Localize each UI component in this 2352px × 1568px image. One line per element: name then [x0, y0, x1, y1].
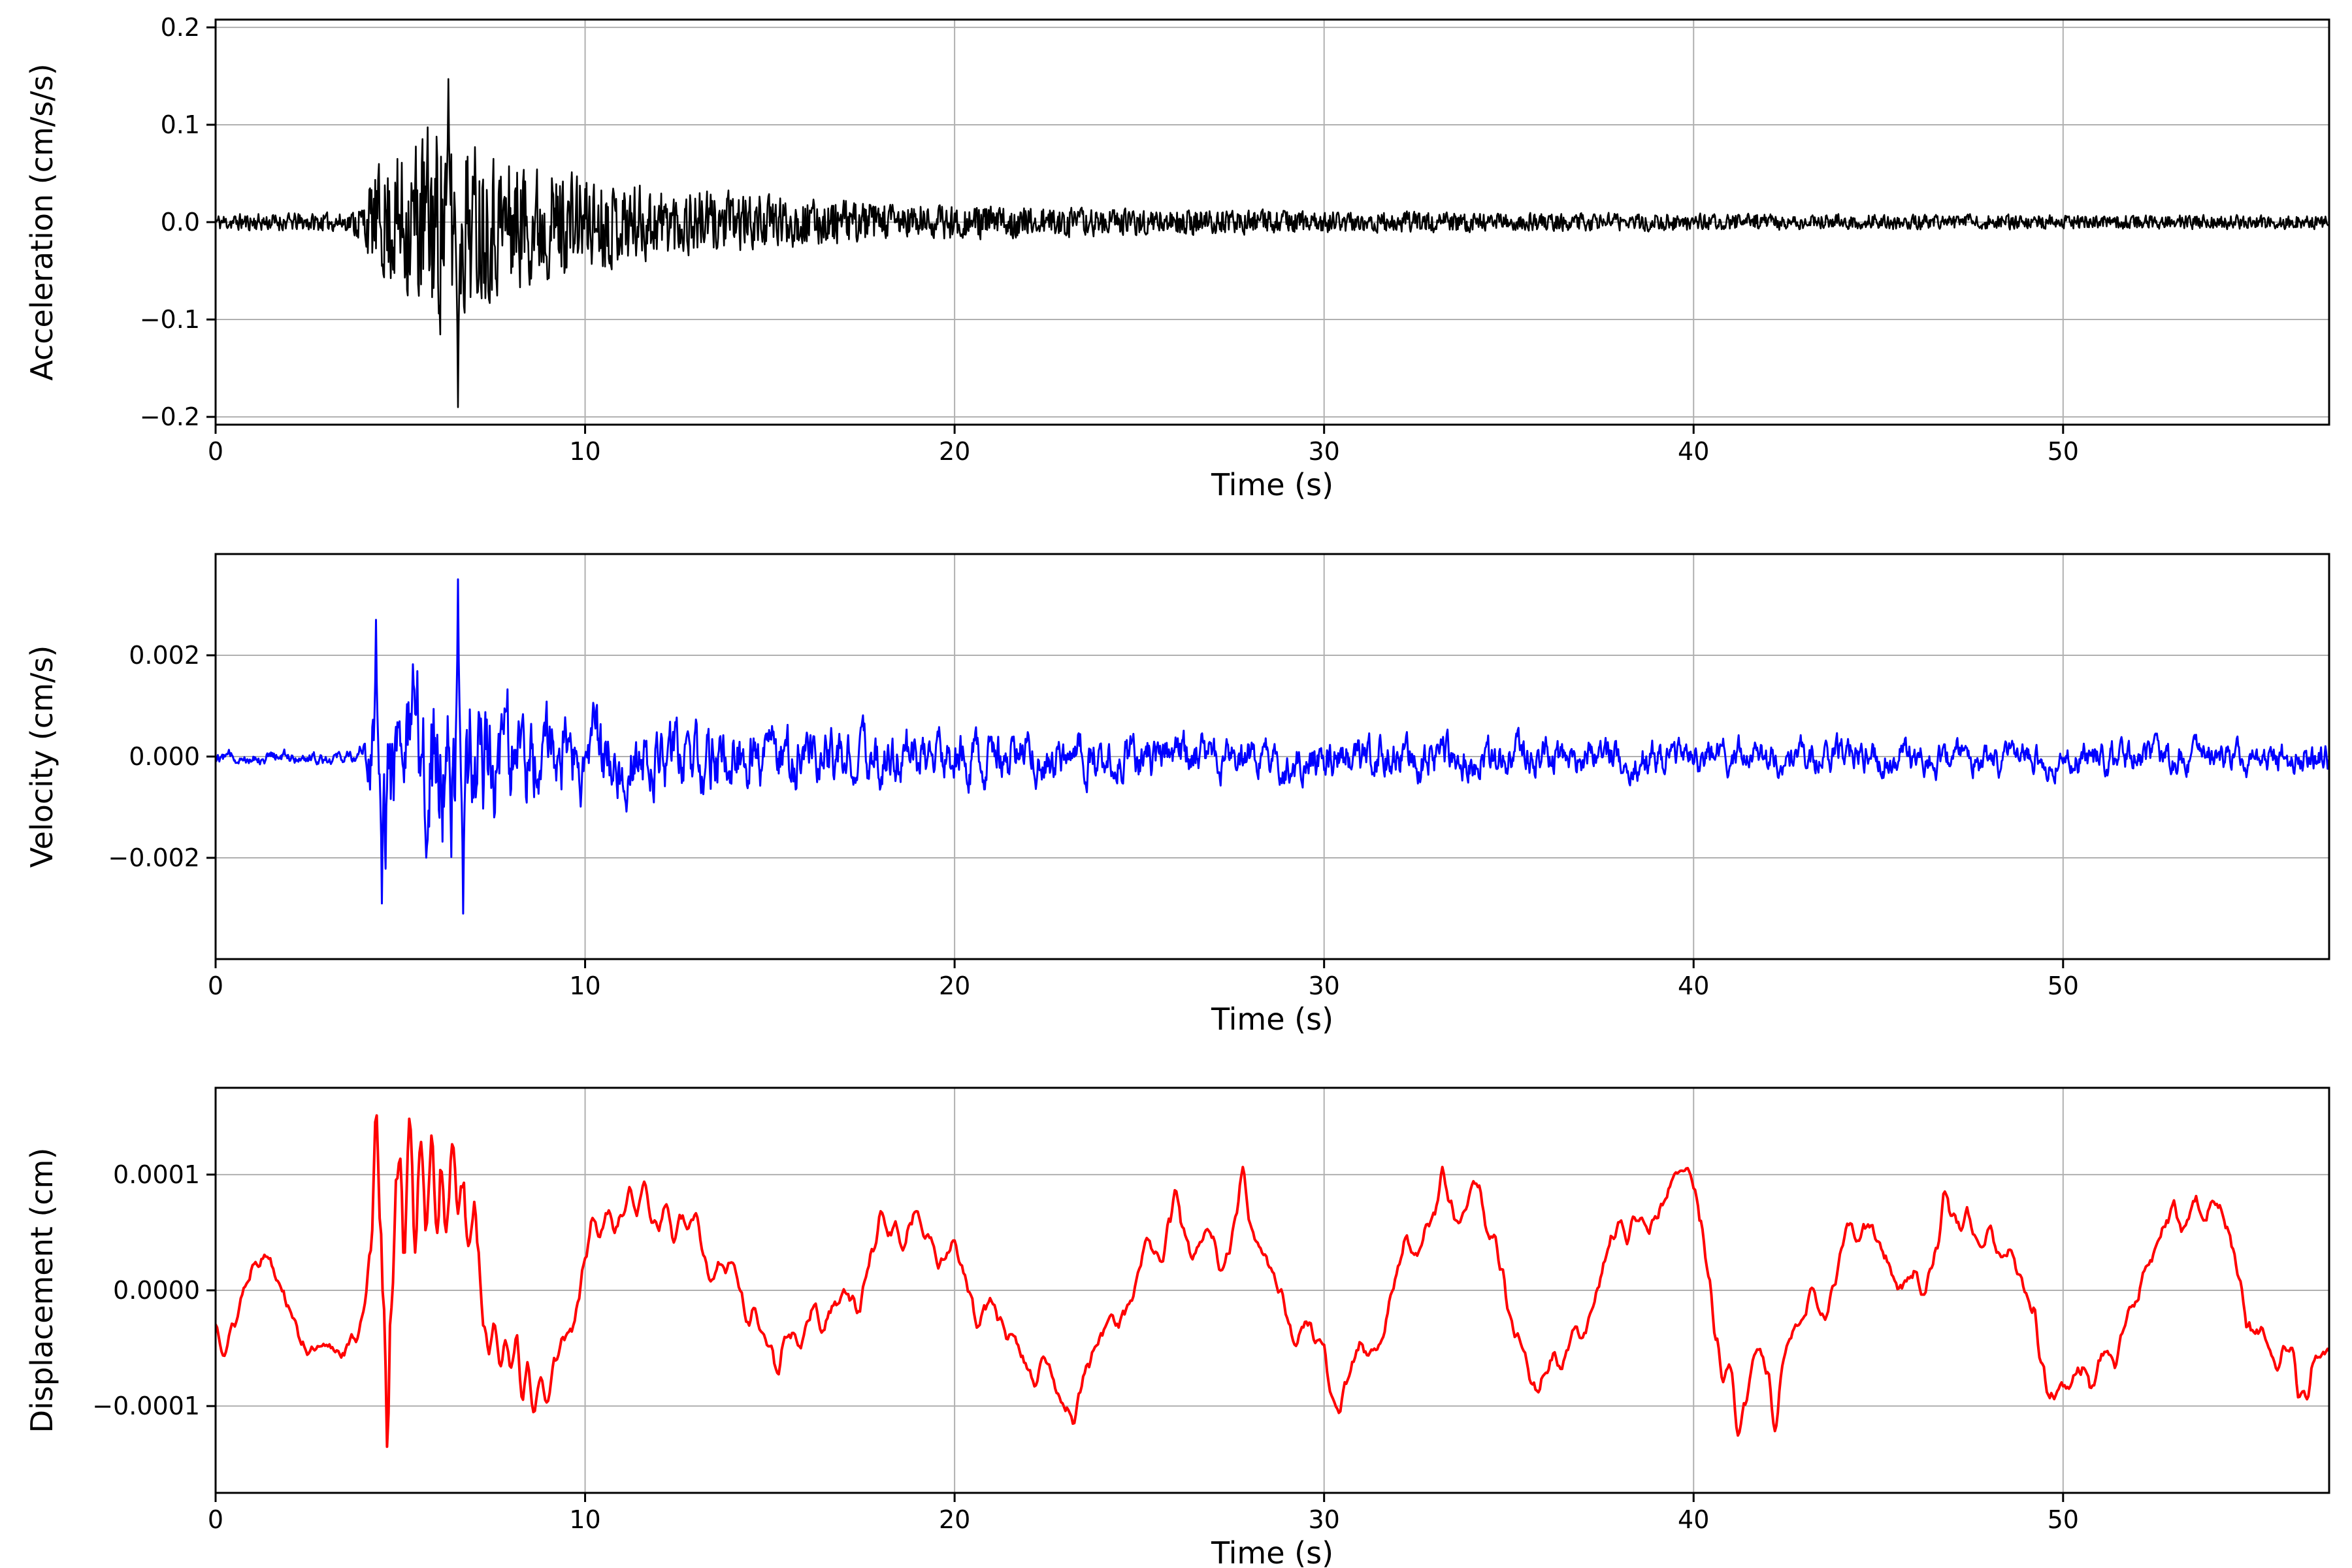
y-tick-label: −0.002 — [108, 843, 200, 872]
y-tick-label: 0.2 — [161, 13, 200, 42]
x-tick-label: 0 — [208, 437, 223, 466]
x-tick-label: 30 — [1308, 1505, 1339, 1534]
y-tick-label: 0.002 — [129, 641, 200, 670]
y-tick-label: 0.0000 — [113, 1276, 200, 1305]
y-tick-label: 0.0 — [161, 208, 200, 237]
x-tick-label: 20 — [939, 972, 970, 1000]
x-tick-label: 50 — [2048, 972, 2079, 1000]
y-tick-label: 0.000 — [129, 742, 200, 771]
acceleration-trace — [216, 78, 2329, 408]
x-tick-label: 40 — [1678, 437, 1709, 466]
displacement-yaxis-label: Displacement (cm) — [24, 1148, 59, 1433]
x-tick-label: 10 — [569, 1505, 600, 1534]
acceleration-yaxis-label: Acceleration (cm/s/s) — [24, 63, 59, 380]
x-tick-label: 40 — [1678, 1505, 1709, 1534]
y-tick-label: 0.0001 — [113, 1160, 200, 1189]
velocity-xaxis-label: Time (s) — [1211, 1002, 1333, 1037]
displacement-panel: 0 10 20 30 40 50 −0.0001 0.0000 0.0001 Time (s) Di… — [24, 1086, 2330, 1568]
x-tick-label: 0 — [208, 972, 223, 1000]
x-tick-label: 20 — [939, 1505, 970, 1534]
y-tick-label: −0.0001 — [92, 1392, 200, 1420]
x-tick-label: 0 — [208, 1505, 223, 1534]
y-tick-label: 0.1 — [161, 110, 200, 139]
x-tick-label: 40 — [1678, 972, 1709, 1000]
acceleration-panel: 0 10 20 30 40 50 −0.2 −0.1 0.0 0.1 0.2 Time (s) Acce… — [24, 13, 2330, 502]
displacement-xaxis-label: Time (s) — [1211, 1535, 1333, 1568]
x-tick-label: 30 — [1308, 972, 1339, 1000]
velocity-panel: 0 10 20 30 40 50 −0.002 0.000 0.002 Time (s) Veloc… — [24, 553, 2330, 1037]
x-tick-label: 30 — [1308, 437, 1339, 466]
y-tick-label: −0.2 — [140, 402, 200, 431]
y-tick-label: −0.1 — [140, 305, 200, 334]
x-tick-label: 50 — [2048, 437, 2079, 466]
x-tick-label: 50 — [2048, 1505, 2079, 1534]
x-tick-label: 10 — [569, 972, 600, 1000]
x-tick-label: 20 — [939, 437, 970, 466]
velocity-yaxis-label: Velocity (cm/s) — [24, 645, 59, 868]
velocity-trace — [216, 578, 2329, 915]
acceleration-xaxis-label: Time (s) — [1211, 467, 1333, 502]
x-tick-label: 10 — [569, 437, 600, 466]
displacement-trace — [216, 1114, 2329, 1448]
